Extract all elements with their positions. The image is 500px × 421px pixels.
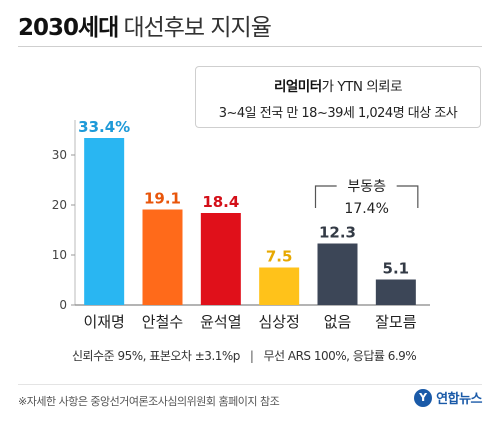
y-tick-label: 0 [59,298,67,312]
category-label: 윤석열 [200,313,241,331]
category-label: 심상정 [258,313,299,331]
title-main: 2030세대 [18,15,119,41]
bottom-divider [18,384,482,385]
bar-value-label: 18.4 [202,193,239,211]
annotation-label: 부동층 [347,179,386,195]
category-label: 잘모름 [375,313,417,331]
bar [200,213,241,305]
stats-right: 무선 ARS 100%, 응답률 6.9% [263,349,417,363]
category-label: 없음 [324,313,352,331]
publisher-logo: Y 연합뉴스 [414,388,482,407]
category-label: 이재명 [83,313,124,331]
annotation-bracket-left [314,185,337,208]
stats-separator: | [249,349,254,363]
bar [84,138,125,305]
y-tick-label: 20 [52,198,67,212]
page-title: 2030세대 대선후보 지지율 [18,8,272,42]
survey-line-2: 3~4일 전국 만 18~39세 1,024명 대상 조사 [218,106,458,121]
bar [142,209,183,305]
bar [375,279,416,305]
survey-line-1: 리얼미터가 YTN 의뢰로 [196,75,480,95]
y-tick-label: 10 [52,248,67,262]
annotation-value: 17.4% [344,201,388,217]
bar-value-label: 7.5 [266,248,293,266]
source-note: ※자세한 사항은 중앙선거여론조사심의위원회 홈페이지 참조 [18,395,280,408]
bar-value-label: 33.4% [78,118,130,136]
bar-value-label: 19.1 [144,190,181,208]
logo-mark-icon: Y [414,388,433,407]
bar [317,243,358,305]
y-tick-label: 30 [52,148,67,162]
survey-org: 리얼미터 [273,79,322,95]
survey-stats: 신뢰수준 95%, 표본오차 ±3.1%p | 무선 ARS 100%, 응답률 6… [72,347,417,364]
survey-info-box: 리얼미터가 YTN 의뢰로 3~4일 전국 만 18~39세 1,024명 대상… [195,66,481,128]
title-divider [18,46,482,47]
survey-line1-rest: 가 YTN 의뢰로 [321,79,403,95]
bar [259,267,300,305]
logo-text: 연합뉴스 [436,392,482,407]
annotation-bracket-right [396,185,419,208]
category-label: 안철수 [142,313,183,331]
title-sub: 대선후보 지지율 [123,15,271,41]
stats-left: 신뢰수준 95%, 표본오차 ±3.1%p [72,349,240,363]
bar-value-label: 5.1 [383,260,410,278]
bar-value-label: 12.3 [319,224,356,242]
